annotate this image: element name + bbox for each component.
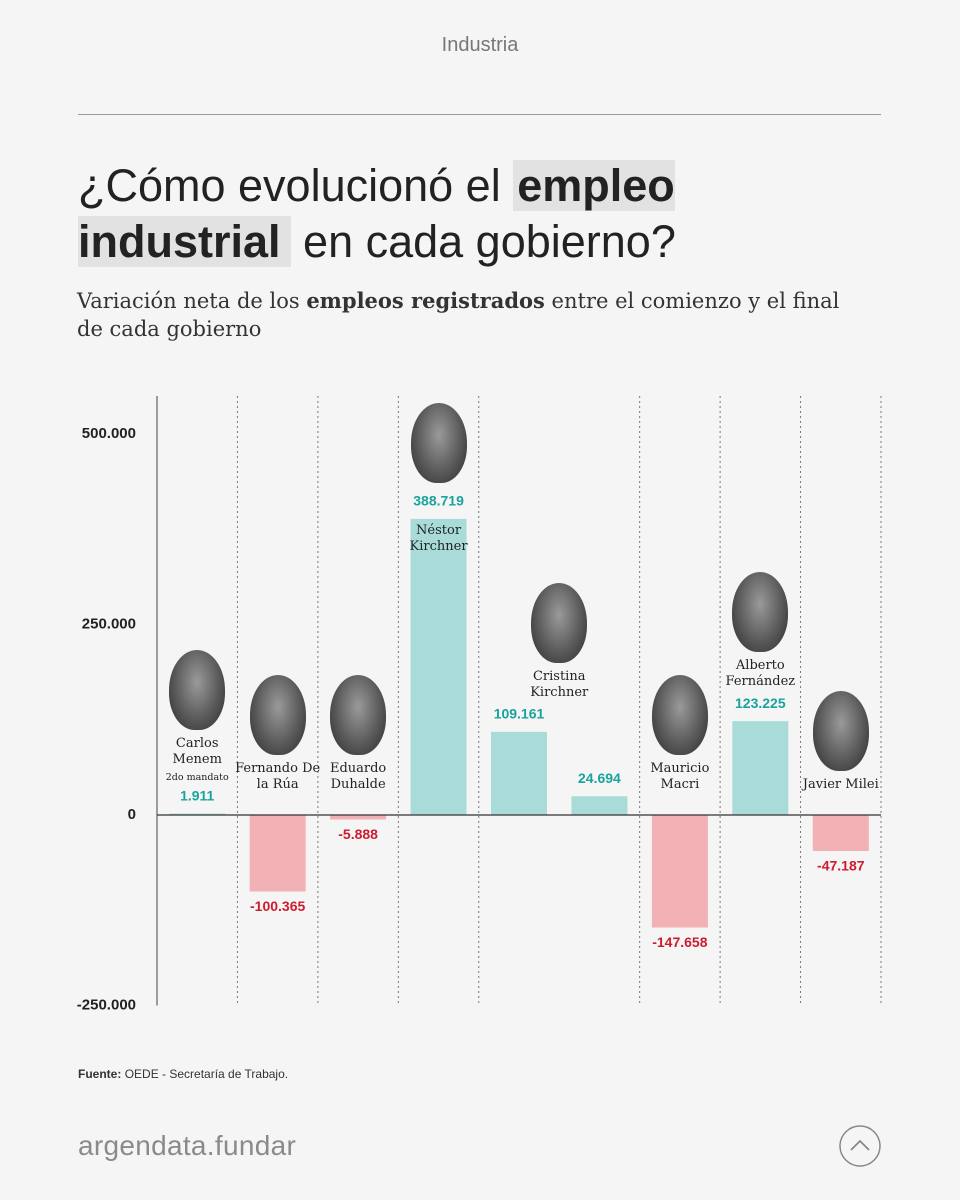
portrait (812, 691, 869, 772)
subtitle-text: Variación neta de los (77, 289, 300, 313)
portrait (249, 675, 306, 756)
value-label: -100.365 (250, 898, 305, 914)
category-group: Javier Milei (786, 691, 896, 793)
category-group: Eduardo Duhalde (303, 675, 413, 793)
chart-title: ¿Cómo evolucionó el empleo industrial en… (78, 158, 898, 270)
category-group: Néstor Kirchner (384, 402, 494, 555)
category-group: Cristina Kirchner (504, 582, 614, 701)
source-text: OEDE - Secretaría de Trabajo. (124, 1067, 289, 1081)
category-label: Eduardo Duhalde (329, 761, 387, 793)
y-tick-label: -250.000 (77, 996, 136, 1013)
value-label: -47.187 (817, 858, 865, 874)
scroll-top-button[interactable] (838, 1124, 882, 1168)
portrait (531, 582, 588, 663)
bar (249, 815, 306, 892)
value-label: 109.161 (494, 706, 545, 722)
bar (491, 731, 547, 816)
chart-subtitle: Variación neta de los empleos registrado… (77, 287, 857, 343)
y-tick-label: 0 (128, 806, 136, 823)
portrait (330, 675, 387, 756)
bar (330, 815, 387, 820)
bar (651, 815, 708, 928)
bar (732, 721, 789, 816)
bar (812, 815, 869, 851)
category-label: Alberto Fernández (725, 658, 796, 690)
category-group: Carlos Menem 2do mandato (142, 649, 252, 783)
bar (169, 813, 226, 816)
button-circle (839, 1125, 881, 1167)
bar (410, 518, 467, 816)
subtitle-text: entre el comienzo y el final de cada gob… (77, 289, 840, 341)
bar (571, 796, 628, 816)
subtitle-bold: empleos registrados (306, 288, 545, 313)
category-label: Fernando De la Rúa (235, 761, 321, 793)
category-group: Mauricio Macri (625, 675, 735, 793)
title-text: en cada gobierno? (303, 216, 676, 267)
portrait (732, 572, 789, 653)
value-label: 123.225 (735, 695, 786, 711)
value-label: -5.888 (338, 826, 378, 842)
y-tick-label: 500.000 (82, 425, 136, 442)
section-header: Industria (441, 34, 519, 56)
source-note: Fuente: OEDE - Secretaría de Trabajo. (78, 1067, 288, 1081)
y-tick-label: 250.000 (82, 616, 136, 633)
value-label: 24.694 (578, 770, 621, 786)
category-label: Cristina Kirchner (530, 668, 589, 700)
portrait (651, 675, 708, 756)
portrait (169, 649, 226, 730)
title-text: ¿Cómo evolucionó el (78, 160, 501, 211)
chevron-icon (850, 1139, 870, 1151)
footer-brand: argendata.fundar (78, 1130, 297, 1161)
category-label: Carlos Menem (172, 735, 222, 767)
source-label: Fuente: (78, 1067, 122, 1081)
category-label: Javier Milei (802, 777, 879, 793)
value-label: 388.719 (413, 493, 464, 509)
category-label: Néstor Kirchner (409, 522, 468, 554)
portrait (410, 402, 467, 483)
category-label: Mauricio Macri (650, 761, 710, 793)
divider (78, 114, 881, 115)
category-group: Fernando De la Rúa (223, 675, 333, 793)
value-label: -147.658 (652, 934, 707, 950)
category-group: Alberto Fernández (705, 572, 815, 690)
category-note: 2do mandato (165, 771, 229, 783)
value-label: 1.911 (180, 787, 214, 803)
